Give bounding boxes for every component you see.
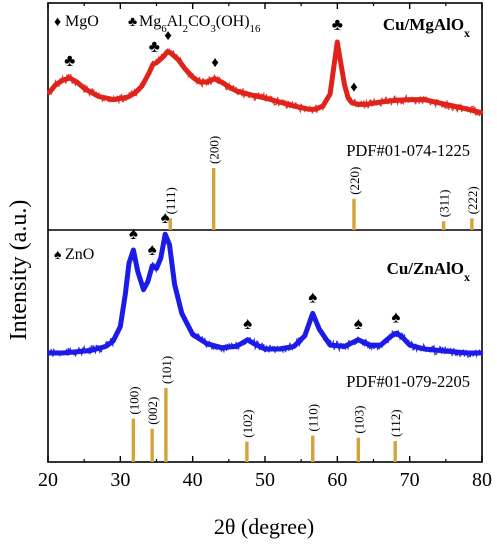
peak-marker-symbol: ♣ <box>332 15 343 34</box>
xrd-pattern-noise <box>49 232 481 359</box>
reference-card-label: PDF#01-079-2205 <box>346 372 470 391</box>
miller-index-label: (222) <box>465 186 480 214</box>
peak-marker-symbol: ♦ <box>211 55 219 71</box>
x-tick-label: 80 <box>472 469 492 491</box>
legend-symbol: ♠ <box>54 248 62 263</box>
miller-index-label: (101) <box>159 356 174 384</box>
reference-card-label: PDF#01-074-1225 <box>346 141 470 160</box>
miller-index-label: (103) <box>351 405 366 433</box>
panel-bottom: ♠♠♠♠♠♠ ♠(100) (002)(101)(102) (110) (103) (11… <box>46 208 484 462</box>
x-axis: 20 30 40 50 60 70 80 <box>38 3 492 491</box>
miller-index-label: (110) <box>306 404 321 432</box>
peak-marker-symbol: ♠ <box>243 314 252 333</box>
peak-marker-symbol: ♠ <box>354 314 363 333</box>
legend-label: Mg6Al2CO3(OH)16 <box>139 13 261 35</box>
peak-marker-symbol: ♣ <box>149 37 160 56</box>
plot-frame <box>47 2 483 463</box>
peak-marker-symbol: ♠ <box>148 240 157 259</box>
peak-marker-symbol: ♠ <box>308 287 317 306</box>
miller-index-label: (111) <box>163 187 178 214</box>
miller-index-label: (220) <box>347 167 362 195</box>
xrd-pattern-noise <box>48 43 481 117</box>
legend-label: MgO <box>65 13 99 30</box>
x-tick-label: 30 <box>110 469 130 491</box>
peak-marker-symbol: ♠ <box>391 308 400 327</box>
frame-layer <box>47 2 483 463</box>
legend-symbol: ♣ <box>128 15 137 30</box>
x-tick-label: 20 <box>38 469 58 491</box>
panel-top: ♣♣♦♦♣♦(111)(200)(220)(311) (222)PDF#01-07… <box>46 13 484 230</box>
sample-label: Cu/MgAlOx <box>383 15 470 40</box>
x-tick-label: 40 <box>183 469 203 491</box>
peak-marker-symbol: ♣ <box>64 51 75 70</box>
x-tick-label: 60 <box>327 469 347 491</box>
x-tick-label: 50 <box>255 469 275 491</box>
xrd-pattern-line <box>46 231 484 356</box>
x-tick-label: 70 <box>400 469 420 491</box>
miller-index-label: (002) <box>145 397 160 425</box>
legend-label: ZnO <box>65 246 94 263</box>
peak-marker-symbol: ♦ <box>350 79 358 95</box>
sample-label: Cu/ZnAlOx <box>387 259 470 284</box>
y-axis-label: Intensity (a.u.) <box>6 200 32 341</box>
miller-index-label: (102) <box>240 410 255 438</box>
miller-index-label: (112) <box>388 409 403 437</box>
miller-index-label: (311) <box>437 190 452 218</box>
miller-index-label: (100) <box>126 386 141 414</box>
x-axis-label: 2θ (degree) <box>214 514 314 539</box>
legend-symbol: ♦ <box>54 15 61 30</box>
miller-index-label: (200) <box>207 136 222 164</box>
peak-marker-symbol: ♠ <box>161 208 170 227</box>
peak-marker-symbol: ♦ <box>164 28 172 44</box>
peak-marker-symbol: ♠ <box>129 224 138 243</box>
